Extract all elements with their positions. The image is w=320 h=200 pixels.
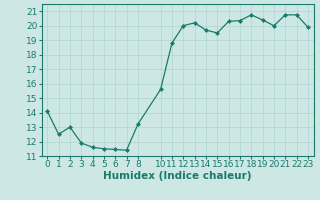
X-axis label: Humidex (Indice chaleur): Humidex (Indice chaleur) (103, 171, 252, 181)
